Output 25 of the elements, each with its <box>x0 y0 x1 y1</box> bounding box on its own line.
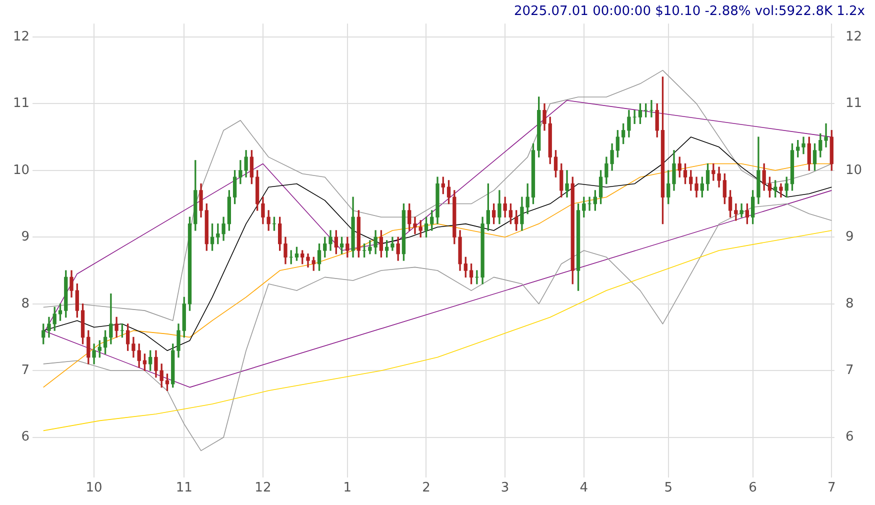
x-tick-label: 12 <box>254 480 272 496</box>
x-tick-label: 1 <box>343 480 352 496</box>
y-tick-label: 11 <box>12 96 30 112</box>
x-tick-label: 6 <box>748 480 757 496</box>
x-tick-label: 2 <box>422 480 430 496</box>
x-tick-label: 5 <box>664 480 672 496</box>
y2-tick-label: 12 <box>845 29 862 44</box>
y-tick-label: 8 <box>21 296 30 312</box>
y2-tick-label: 6 <box>845 430 854 445</box>
x-tick-label: 4 <box>580 480 588 496</box>
y2-tick-label: 10 <box>845 162 862 178</box>
y-tick-label: 7 <box>21 363 30 378</box>
x-tick-label: 7 <box>828 480 836 496</box>
y2-tick-label: 7 <box>845 363 854 378</box>
y-tick-label: 10 <box>12 162 30 178</box>
y2-tick-label: 8 <box>845 296 854 312</box>
x-tick-label: 3 <box>500 480 510 496</box>
y-tick-label: 9 <box>21 230 30 245</box>
chart-title: 2025.07.01 00:00:00 $10.10 -2.88% vol:5922.8K 1.2x <box>514 4 866 20</box>
x-tick-label: 11 <box>176 480 192 496</box>
y2-tick-label: 9 <box>845 230 854 245</box>
y2-tick-label: 11 <box>845 96 862 112</box>
x-tick-label: 10 <box>86 480 102 496</box>
y-tick-label: 12 <box>12 29 30 44</box>
y-tick-label: 6 <box>21 430 30 445</box>
